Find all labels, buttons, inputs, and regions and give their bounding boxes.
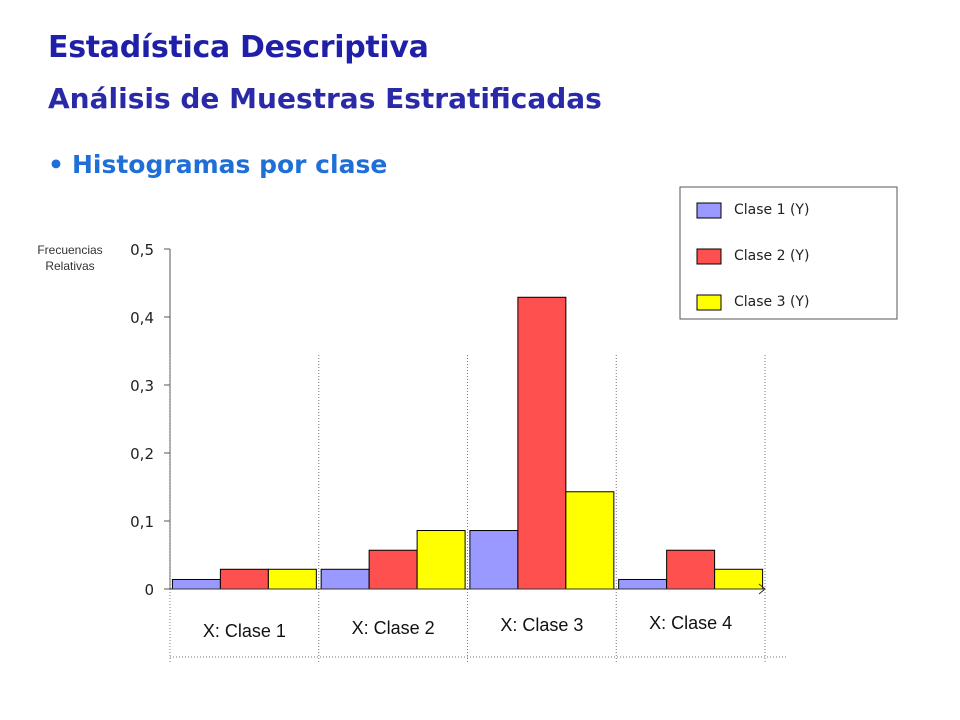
y-tick-label: 0,3 [130,377,154,395]
slide-title: Estadística Descriptiva [48,30,429,65]
bar-2-4 [666,549,716,590]
bar-1-1 [171,578,221,590]
bullet-dot: • [48,150,64,179]
legend-swatch [696,294,722,311]
legend-swatch [696,248,722,265]
category-label: X: Clase 4 [649,613,732,633]
bar-3-4 [714,568,764,590]
bar-3-2 [416,530,466,590]
bar-2-1 [219,568,269,590]
bar-2-2 [368,549,418,590]
category-label: X: Clase 1 [203,621,286,641]
bullet-item: • Histogramas por clase [48,150,387,179]
bar-2-3 [517,296,567,590]
legend-label: Clase 1 (Y) [734,202,809,218]
y-axis-label: Frecuencias Relativas [37,243,103,273]
y-tick-label: 0 [144,581,154,599]
y-tick-label: 0,5 [130,241,154,259]
bar-1-3 [469,530,519,590]
legend-label: Clase 3 (Y) [734,294,809,310]
y-tick-label: 0,4 [130,309,154,327]
x-axis-arrow [758,583,766,595]
category-label: X: Clase 2 [352,618,435,638]
y-tick-label: 0,2 [130,445,154,463]
category-label: X: Clase 3 [500,615,583,635]
bar-1-4 [618,578,668,590]
legend-label: Clase 2 (Y) [734,248,809,264]
bullet-text: Histogramas por clase [71,150,388,179]
legend-swatch [696,202,722,219]
bar-3-1 [267,568,317,590]
bar-3-3 [565,491,615,590]
y-tick-label: 0,1 [130,513,154,531]
bar-1-2 [320,568,370,590]
slide-subtitle: Análisis de Muestras Estratificadas [48,82,602,115]
